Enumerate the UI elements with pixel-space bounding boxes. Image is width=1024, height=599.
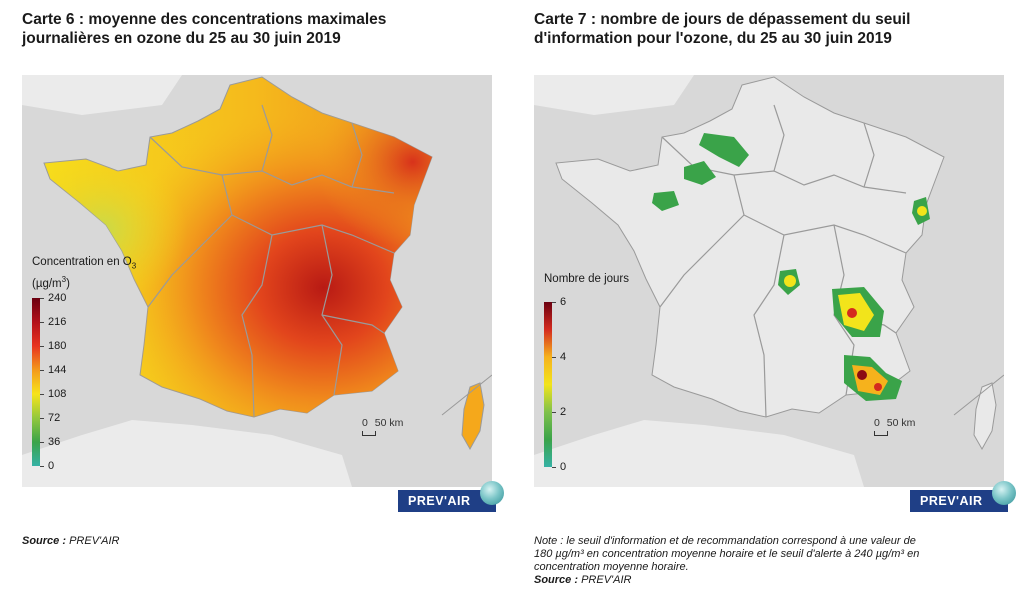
- globe-icon: [992, 481, 1016, 505]
- legend-right-tick-label: 4: [560, 351, 567, 363]
- scale-bar: 0 50 km: [362, 417, 404, 436]
- legend-title-text: Concentration en O: [32, 256, 132, 268]
- legend-left-tick-label: 0: [48, 460, 55, 472]
- legend-concentration: Concentration en O3 (µg/m3) 240 216 180 144…: [12, 255, 182, 475]
- map-panel-ozone-concentration: Carte 6 : moyenne des concentrations max…: [0, 0, 504, 599]
- map-panel-exceedance-days: Carte 7 : nombre de jours de dépassement…: [512, 0, 1016, 599]
- scale-zero: 0: [362, 417, 368, 429]
- legend-title-sub: 3: [131, 261, 137, 271]
- note-line3: concentration moyenne horaire.: [534, 561, 689, 573]
- legend-title: Nombre de jours: [544, 273, 630, 285]
- legend-left-tick-mark: [40, 466, 44, 467]
- scale-distance: 50 km: [374, 417, 404, 429]
- sea-area: [534, 75, 694, 115]
- legend-right-tick-label: 2: [560, 406, 567, 418]
- legend-left-tick-mark: [40, 346, 44, 347]
- zone-paris-north: [699, 133, 749, 167]
- map-svg: [22, 75, 492, 487]
- region-borders: [147, 104, 395, 418]
- legend-color-bar: [544, 302, 552, 467]
- legend-right-tick-mark: [552, 302, 556, 303]
- inset-divider: [953, 374, 1004, 416]
- legend-title: Concentration en O3 (µg/m3): [32, 255, 136, 291]
- legend-left-tick-mark: [40, 370, 44, 371]
- corsica: [461, 382, 485, 451]
- source-value: PREV'AIR: [581, 574, 632, 586]
- zone-marseille-darkred: [857, 370, 867, 380]
- scale-zero: 0: [874, 417, 880, 429]
- scale-bar: 0 50 km: [874, 417, 916, 436]
- source-caption: Source : PREV'AIR: [22, 535, 119, 548]
- legend-title-sup: 3: [61, 275, 67, 285]
- prevair-logo: PREV'AIR: [910, 481, 1016, 512]
- legend-left-tick-mark: [40, 418, 44, 419]
- scale-line: [362, 431, 376, 436]
- legend-left-tick-label: 36: [48, 436, 61, 448]
- legend-left-tick-label: 108: [48, 388, 67, 400]
- map-title: Carte 7 : nombre de jours de dépassement…: [534, 10, 1004, 48]
- note-caption: Note : le seuil d'information et de reco…: [534, 535, 919, 587]
- source-value: PREV'AIR: [69, 535, 120, 547]
- legend-title-unit: (µg/m: [32, 278, 62, 291]
- france-shape: [555, 76, 945, 418]
- map-title-line2: journalières en ozone du 25 au 30 juin 2…: [22, 30, 341, 47]
- legend-right-tick-label: 0: [560, 461, 567, 473]
- legend-left-tick-label: 240: [48, 292, 67, 304]
- legend-left-tick-mark: [40, 322, 44, 323]
- legend-color-bar: [32, 298, 40, 466]
- source-label: Source :: [534, 574, 579, 586]
- prevair-logo: PREV'AIR: [398, 481, 504, 512]
- legend-left-tick-mark: [40, 442, 44, 443]
- legend-left-tick-label: 72: [48, 412, 61, 424]
- logo-text: PREV'AIR: [408, 494, 471, 508]
- legend-left-tick-mark: [40, 394, 44, 395]
- inset-divider: [441, 374, 492, 416]
- note-line1: Note : le seuil d'information et de reco…: [534, 535, 916, 547]
- map-exceedance-days: 0 50 km: [534, 75, 1004, 487]
- exceedance-zones: [652, 133, 930, 401]
- legend-right-tick-mark: [552, 467, 556, 468]
- zone-lyon-red: [847, 308, 857, 318]
- scale-distance: 50 km: [886, 417, 916, 429]
- zone-marseille-red: [874, 383, 882, 391]
- legend-days: Nombre de jours 6 4 2 0: [524, 272, 694, 492]
- legend-title-close: ): [66, 278, 70, 291]
- map-title-line1: Carte 6 : moyenne des concentrations max…: [22, 11, 387, 28]
- corsica: [973, 382, 997, 451]
- zone-paris: [684, 161, 716, 185]
- scale-line: [874, 431, 888, 436]
- legend-left-tick-label: 216: [48, 316, 67, 328]
- legend-right-tick-label: 6: [560, 296, 567, 308]
- zone-west-paris: [652, 191, 679, 211]
- legend-right-tick-mark: [552, 412, 556, 413]
- map-title-line2: d'information pour l'ozone, du 25 au 30 …: [534, 30, 892, 47]
- legend-left-tick-label: 144: [48, 364, 67, 376]
- legend-left-tick-mark: [40, 298, 44, 299]
- map-title-line1: Carte 7 : nombre de jours de dépassement…: [534, 11, 911, 28]
- zone-center-core: [784, 275, 796, 287]
- map-title: Carte 6 : moyenne des concentrations max…: [22, 10, 492, 48]
- zone-east-core: [917, 206, 927, 216]
- cool-zone-west: [44, 77, 432, 417]
- map-ozone-concentration: 0 50 km: [22, 75, 492, 487]
- sea-area: [22, 75, 182, 115]
- source-label: Source :: [22, 535, 67, 547]
- map-svg: [534, 75, 1004, 487]
- legend-right-tick-mark: [552, 357, 556, 358]
- globe-icon: [480, 481, 504, 505]
- note-line2: 180 µg/m³ en concentration moyenne horai…: [534, 548, 920, 560]
- logo-text: PREV'AIR: [920, 494, 983, 508]
- legend-left-tick-label: 180: [48, 340, 67, 352]
